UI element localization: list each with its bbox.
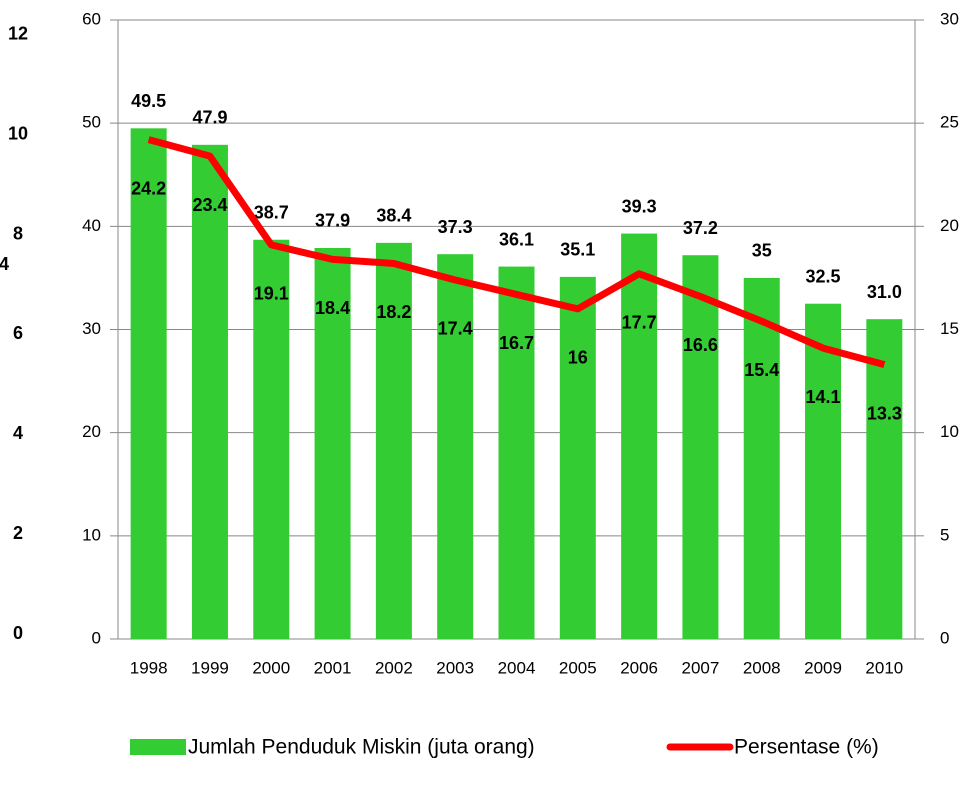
x-tick-label: 2004 bbox=[498, 658, 536, 677]
x-tick-label: 2003 bbox=[436, 658, 474, 677]
line-value-label: 16 bbox=[568, 348, 588, 368]
x-tick-label: 2010 bbox=[865, 658, 903, 677]
line-value-label: 17.4 bbox=[438, 319, 473, 339]
y-tick-label: 60 bbox=[82, 9, 101, 28]
line-value-label: 16.7 bbox=[499, 333, 534, 353]
x-tick-label: 2000 bbox=[252, 658, 290, 677]
x-tick-label: 2001 bbox=[314, 658, 352, 677]
bar-value-label: 38.7 bbox=[254, 202, 289, 222]
line-value-label: 17.7 bbox=[622, 313, 657, 333]
legend-swatch bbox=[130, 739, 186, 755]
y2-tick-label: 30 bbox=[940, 9, 959, 28]
line-value-label: 18.2 bbox=[376, 302, 411, 322]
bar-value-label: 37.2 bbox=[683, 218, 718, 238]
y-tick-label: 30 bbox=[82, 319, 101, 338]
y2-tick-label: 10 bbox=[940, 422, 959, 441]
bar bbox=[805, 303, 842, 639]
bar bbox=[437, 254, 474, 639]
y3-tick-label: 2 bbox=[13, 523, 23, 543]
y3-tick-label: 8 bbox=[13, 223, 23, 243]
x-tick-label: 2006 bbox=[620, 658, 658, 677]
line-value-label: 16.6 bbox=[683, 335, 718, 355]
x-tick-label: 1998 bbox=[130, 658, 168, 677]
y2-tick-label: 0 bbox=[940, 628, 949, 647]
bar-value-label: 37.3 bbox=[438, 217, 473, 237]
x-tick-label: 2008 bbox=[743, 658, 781, 677]
x-tick-label: 2005 bbox=[559, 658, 597, 677]
bar bbox=[314, 247, 351, 639]
bar-value-label: 32.5 bbox=[806, 266, 841, 286]
bar-value-label: 35.1 bbox=[560, 240, 595, 260]
y-tick-label: 20 bbox=[82, 422, 101, 441]
x-tick-label: 1999 bbox=[191, 658, 229, 677]
y3-tick-label: 0 bbox=[13, 623, 23, 643]
y-tick-label: 0 bbox=[92, 628, 101, 647]
x-tick-label: 2009 bbox=[804, 658, 842, 677]
y3-tick-label: 6 bbox=[13, 323, 23, 343]
line-value-label: 18.4 bbox=[315, 298, 350, 318]
line-value-label: 14.1 bbox=[806, 387, 841, 407]
bar bbox=[621, 233, 658, 639]
bar bbox=[866, 319, 903, 639]
y-tick-label: 50 bbox=[82, 113, 101, 132]
y-tick-label: 10 bbox=[82, 525, 101, 544]
bar bbox=[191, 144, 228, 639]
y3-tick-label: 4 bbox=[13, 423, 23, 443]
y2-tick-label: 25 bbox=[940, 113, 959, 132]
bar-value-label: 37.9 bbox=[315, 211, 350, 231]
bar-value-label: 36.1 bbox=[499, 229, 534, 249]
bar bbox=[682, 255, 719, 639]
bar bbox=[743, 277, 780, 639]
y2-tick-label: 20 bbox=[940, 216, 959, 235]
bar bbox=[375, 242, 412, 639]
x-tick-label: 2007 bbox=[682, 658, 720, 677]
bar-value-label: 31.0 bbox=[867, 282, 902, 302]
y3-tick-label: 10 bbox=[8, 124, 28, 144]
bar-value-label: 39.3 bbox=[622, 196, 657, 216]
line-value-label: 13.3 bbox=[867, 403, 902, 423]
legend-label: Persentase (%) bbox=[734, 736, 879, 759]
y3-tick-label: 12 bbox=[8, 24, 28, 44]
annotation: .4 bbox=[0, 254, 9, 274]
y-tick-label: 40 bbox=[82, 216, 101, 235]
bar-value-label: 47.9 bbox=[192, 108, 227, 128]
line-value-label: 23.4 bbox=[192, 195, 227, 215]
legend-label: Jumlah Penduduk Miskin (juta orang) bbox=[188, 736, 535, 759]
y2-tick-label: 15 bbox=[940, 319, 959, 338]
bar-value-label: 35 bbox=[752, 241, 772, 261]
line-value-label: 24.2 bbox=[131, 178, 166, 198]
bar-value-label: 49.5 bbox=[131, 91, 166, 111]
line bbox=[147, 136, 886, 368]
bar bbox=[253, 239, 290, 639]
bar bbox=[559, 276, 596, 639]
bar bbox=[130, 128, 167, 639]
line-value-label: 19.1 bbox=[254, 284, 289, 304]
bar bbox=[498, 266, 535, 639]
bar-value-label: 38.4 bbox=[376, 206, 411, 226]
y2-tick-label: 5 bbox=[940, 525, 949, 544]
line-value-label: 15.4 bbox=[744, 360, 779, 380]
x-tick-label: 2002 bbox=[375, 658, 413, 677]
